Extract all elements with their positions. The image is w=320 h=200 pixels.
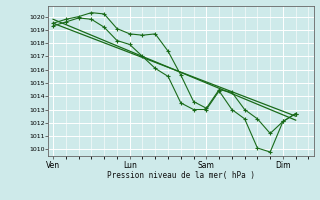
- X-axis label: Pression niveau de la mer( hPa ): Pression niveau de la mer( hPa ): [107, 171, 255, 180]
